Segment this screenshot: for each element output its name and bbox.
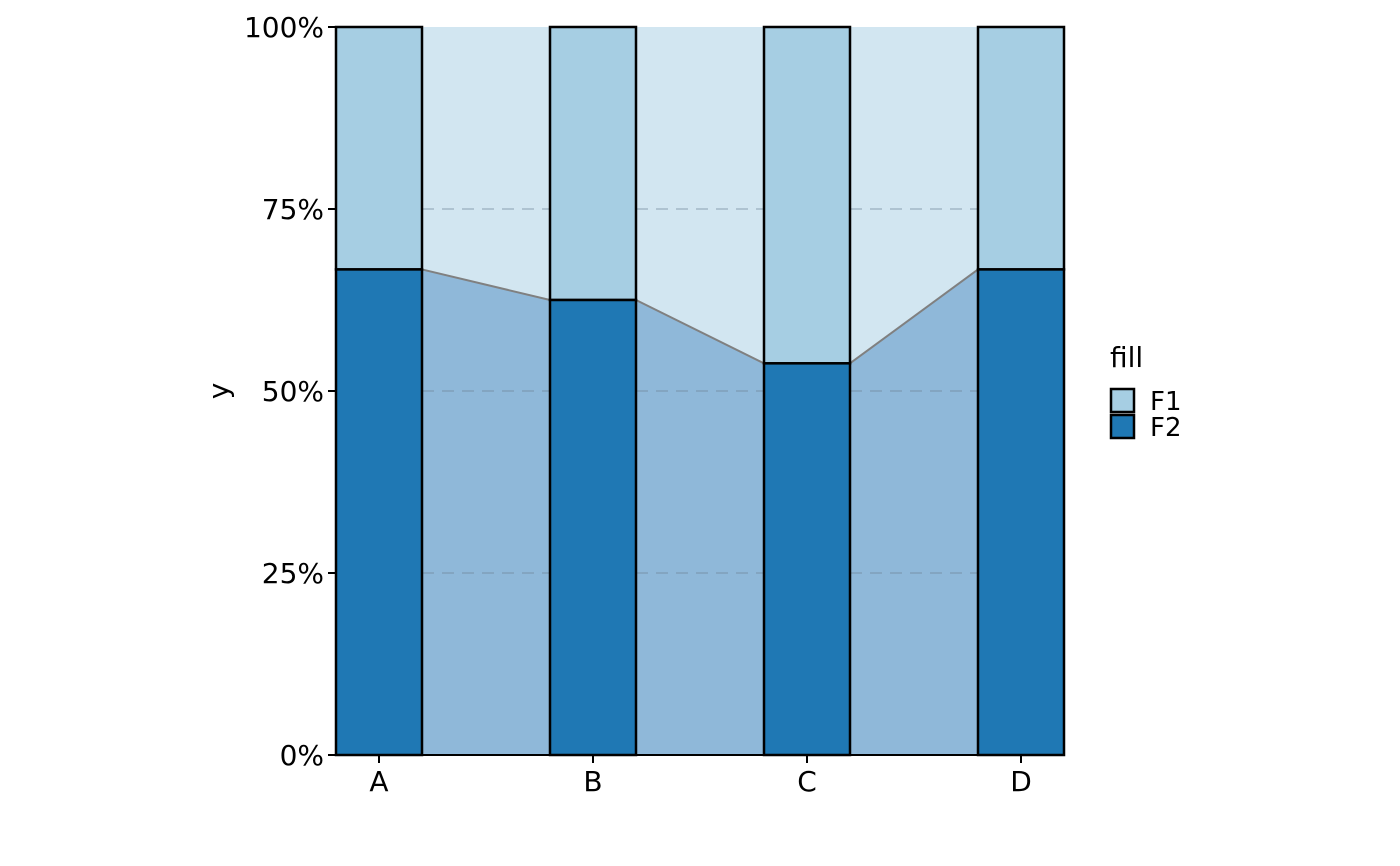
x-tick-label: A bbox=[369, 765, 388, 798]
x-tick-label: C bbox=[797, 765, 817, 798]
connector-line bbox=[849, 268, 979, 365]
y-tick-label: 0% bbox=[280, 739, 324, 772]
y-tick-label: 100% bbox=[244, 11, 324, 44]
legend-key-f1 bbox=[1109, 387, 1136, 414]
y-axis: 0% 25% 50% 75% 100% bbox=[244, 11, 337, 772]
connector-area-f1 bbox=[422, 27, 550, 300]
connector-line bbox=[635, 299, 765, 365]
connector-area-f2 bbox=[850, 269, 978, 755]
bar-segment-f1 bbox=[548, 25, 638, 302]
connector-layer bbox=[421, 27, 979, 755]
bar-segment-f2 bbox=[548, 298, 638, 757]
x-tick-label: D bbox=[1010, 765, 1032, 798]
grid-layer bbox=[422, 208, 978, 574]
bar-segment-f2 bbox=[976, 268, 1066, 757]
connector-area-f2 bbox=[636, 300, 764, 755]
bar-segment-f1 bbox=[334, 25, 424, 271]
legend-label-f1: F1 bbox=[1150, 387, 1182, 417]
x-axis: A B C D bbox=[336, 754, 1064, 798]
connector-area-f2 bbox=[422, 269, 550, 755]
bar-segment-f2 bbox=[334, 268, 424, 757]
bar-segment-f1 bbox=[976, 25, 1066, 271]
x-tick-label: B bbox=[583, 765, 602, 798]
legend-key-f2 bbox=[1109, 413, 1136, 440]
y-tick-label: 75% bbox=[262, 193, 324, 226]
legend-label-f2: F2 bbox=[1150, 413, 1182, 443]
bar-segment-f2 bbox=[762, 362, 852, 757]
y-tick-label: 25% bbox=[262, 557, 324, 590]
legend-title: fill bbox=[1110, 341, 1143, 374]
connector-area-f1 bbox=[850, 27, 978, 364]
connector-line bbox=[421, 268, 551, 301]
y-tick-label: 50% bbox=[262, 375, 324, 408]
y-axis-title: y bbox=[202, 383, 235, 400]
bars-layer bbox=[334, 25, 1066, 757]
connector-area-f1 bbox=[636, 27, 764, 364]
bar-segment-f1 bbox=[762, 25, 852, 365]
